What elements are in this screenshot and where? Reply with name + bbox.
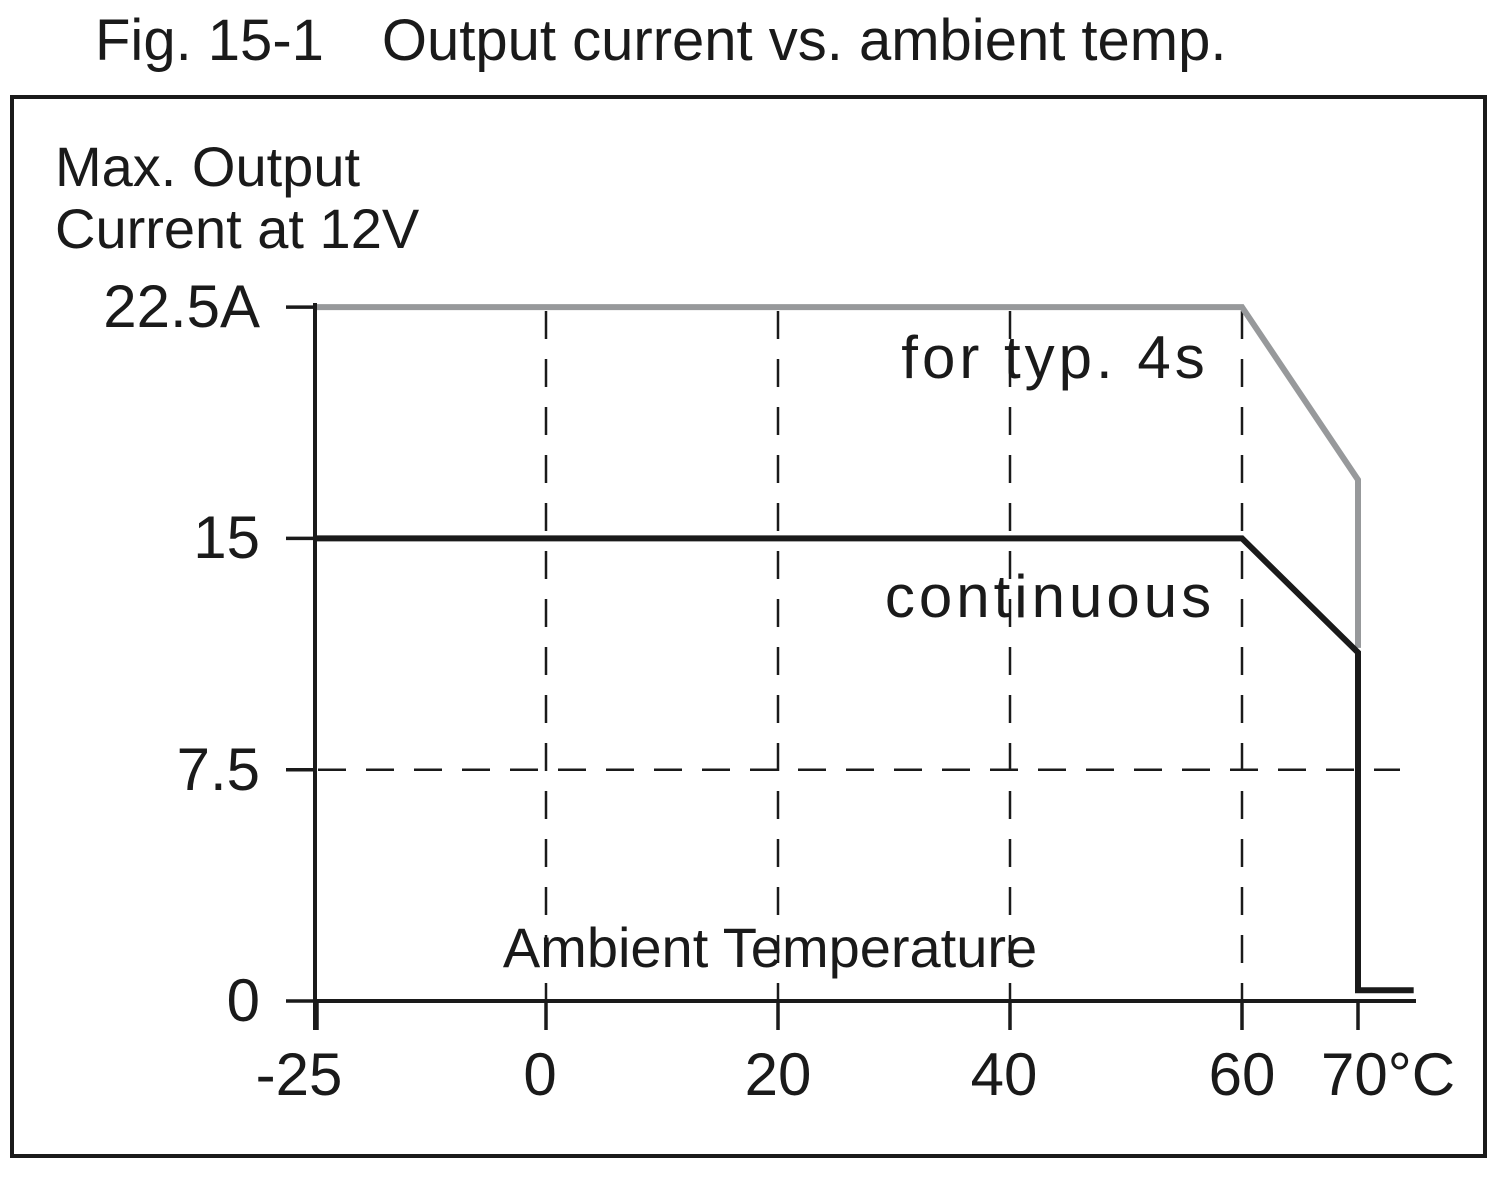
y-axis-title-line2: Current at 12V bbox=[55, 197, 420, 260]
y-tick-label: 15 bbox=[193, 504, 260, 572]
y-tick-label: 7.5 bbox=[176, 735, 260, 803]
figure-title: Fig. 15-1 Output current vs. ambient tem… bbox=[95, 10, 1227, 72]
series-label-peak: for typ. 4s bbox=[901, 324, 1209, 391]
series-line-continuous bbox=[317, 535, 1414, 994]
series-line-peak bbox=[317, 304, 1361, 648]
x-tick-label: 0 bbox=[523, 1041, 557, 1108]
x-tick-label: 70°C bbox=[1320, 1041, 1456, 1108]
figure-number: Fig. 15-1 bbox=[95, 8, 324, 73]
x-tick-label: 40 bbox=[970, 1041, 1038, 1108]
series-label-continuous: continuous bbox=[884, 563, 1216, 630]
x-tick-label: 60 bbox=[1208, 1041, 1276, 1108]
x-axis-title: Ambient Temperature bbox=[502, 916, 1038, 979]
y-tick-label: 0 bbox=[226, 967, 260, 1034]
y-axis-title-line1: Max. Output bbox=[55, 135, 361, 198]
y-tick-label: 22.5A bbox=[103, 273, 260, 341]
x-tick-label: 20 bbox=[744, 1041, 812, 1108]
x-tick-label: -25 bbox=[255, 1041, 343, 1108]
y-axis-title: Max. Output Current at 12V bbox=[55, 136, 419, 260]
figure-title-text: Output current vs. ambient temp. bbox=[381, 8, 1227, 73]
